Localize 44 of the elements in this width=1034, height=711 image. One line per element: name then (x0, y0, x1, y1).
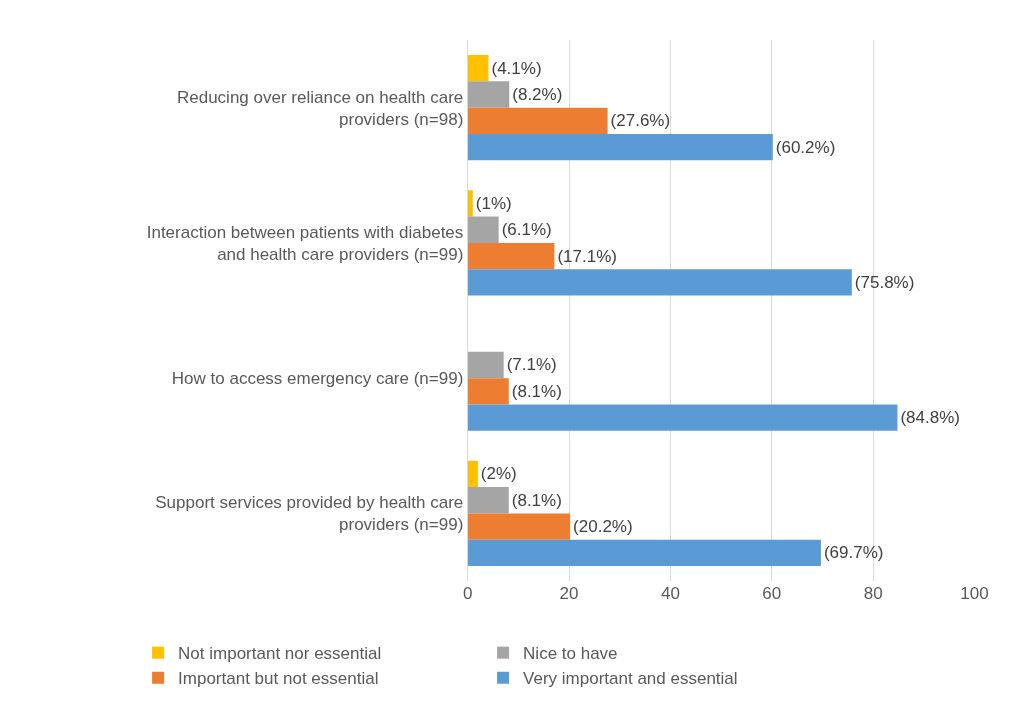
data-label: (4.1%) (491, 58, 542, 78)
bar (467, 54, 489, 82)
data-label: (6.1%) (501, 220, 552, 240)
y-tick-label: Interaction between patients with diabetes and health care providers (n=99) (146, 222, 464, 264)
data-label: (84.8%) (900, 408, 960, 428)
data-label: (69.7%) (823, 543, 884, 563)
bar (467, 81, 510, 108)
y-tick-label: How to access emergency care (n=99) (171, 369, 464, 389)
bar (467, 513, 571, 540)
data-label: (7.1%) (506, 355, 557, 375)
bar (467, 134, 773, 161)
bar (467, 378, 509, 405)
legend-label: Nice to have (523, 644, 618, 664)
bar (467, 242, 555, 270)
y-tick-label: Reducing over reliance on health care providers (n=98) (176, 87, 464, 129)
bar (467, 216, 499, 243)
x-tick-label: 0 (462, 584, 473, 603)
bar (467, 460, 478, 487)
data-label: (60.2%) (775, 137, 836, 157)
data-label: (17.1%) (557, 246, 617, 266)
legend-label: Important but not essential (178, 669, 379, 689)
bar (467, 107, 608, 134)
x-tick-label: 40 (660, 584, 680, 603)
bar (467, 539, 821, 567)
data-label: (8.1%) (511, 381, 562, 401)
bar (467, 269, 852, 296)
data-label: (27.6%) (610, 111, 671, 131)
bar (467, 487, 509, 514)
legend-label: Not important nor essential (178, 644, 382, 664)
x-tick-label: 60 (762, 584, 782, 603)
bar (467, 404, 898, 431)
data-label: (20.2%) (573, 517, 633, 537)
data-label: (8.1%) (511, 490, 562, 510)
legend-label: Very important and essential (523, 669, 738, 689)
x-tick-label: 100 (960, 584, 989, 603)
data-label: (2%) (480, 464, 517, 484)
data-label: (8.2%) (512, 84, 563, 104)
bar (467, 190, 473, 217)
data-label: (75.8%) (854, 272, 915, 292)
bar (467, 351, 504, 379)
x-tick-label: 20 (559, 584, 579, 603)
y-tick-label: Support services provided by health care providers (n=99) (155, 493, 464, 535)
x-tick-label: 80 (863, 584, 883, 603)
data-label: (1%) (475, 193, 512, 213)
